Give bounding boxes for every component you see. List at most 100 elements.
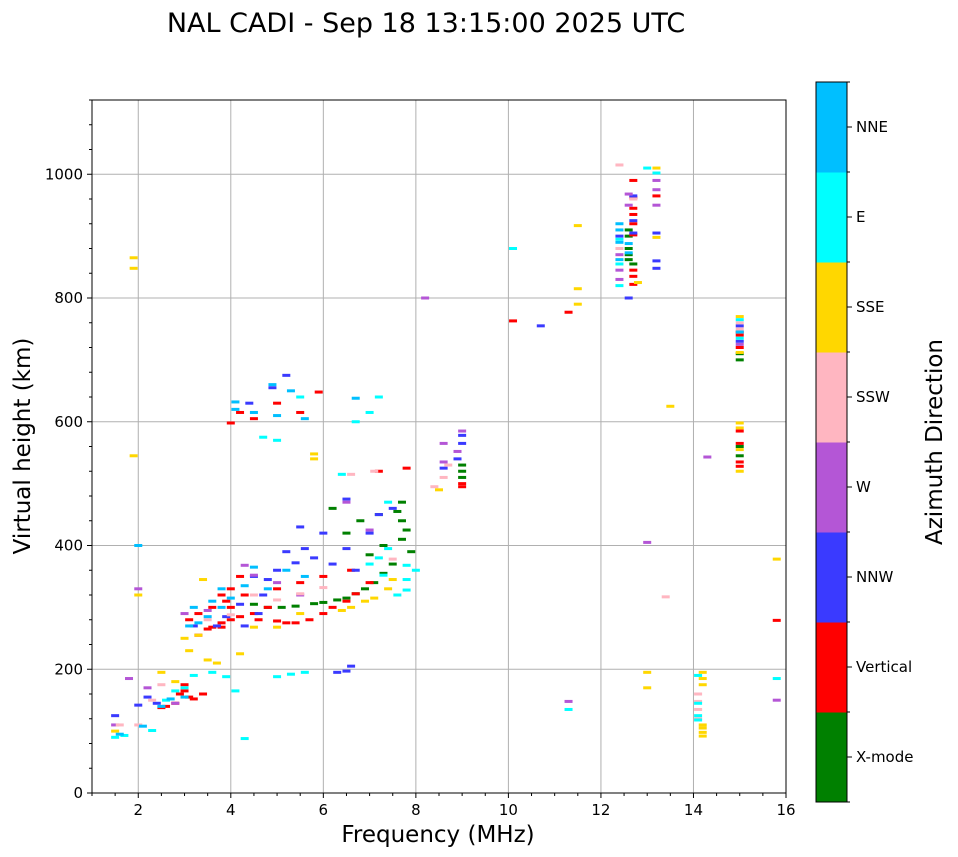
data-point-x-mode — [397, 537, 406, 541]
colorbar-swatch-nnw — [816, 532, 847, 623]
x-tick-label: 12 — [591, 801, 610, 819]
data-point-w — [615, 268, 624, 272]
data-point-sse — [735, 426, 744, 430]
data-point-vertical — [217, 625, 226, 629]
y-tick-label: 200 — [54, 660, 83, 678]
colorbar-tick-label: X-mode — [856, 748, 913, 766]
data-point-ssw — [134, 723, 143, 727]
data-point-ssw — [444, 463, 453, 467]
data-point-nnw — [629, 231, 638, 235]
data-point-nnw — [268, 386, 277, 390]
data-point-nne — [166, 697, 175, 701]
data-point-e — [772, 677, 781, 681]
data-point-nnw — [351, 568, 360, 572]
data-point-x-mode — [402, 528, 411, 532]
data-point-vertical — [629, 268, 638, 272]
data-point-sse — [698, 670, 707, 674]
data-point-nnw — [254, 612, 263, 616]
data-point-vertical — [319, 574, 328, 578]
data-point-vertical — [629, 233, 638, 237]
data-point-x-mode — [249, 602, 258, 606]
y-axis-ticks: 0 200 400 600 800 1000 — [45, 99, 92, 802]
data-point-ssw — [370, 469, 379, 473]
data-point-nnw — [282, 550, 291, 554]
data-point-w — [249, 573, 258, 577]
colorbar-swatch-w — [816, 442, 847, 533]
x-tick-label: 8 — [411, 801, 421, 819]
colorbar-swatch-e — [816, 172, 847, 263]
data-point-vertical — [249, 612, 258, 616]
data-point-vertical — [208, 605, 217, 609]
data-point-ssw — [615, 163, 624, 167]
data-point-vertical — [236, 615, 245, 619]
data-point-vertical — [236, 410, 245, 414]
data-points — [111, 163, 781, 741]
data-point-ssw — [430, 485, 439, 489]
data-point-nne — [286, 389, 295, 393]
data-point-e — [379, 573, 388, 577]
data-point-nnw — [328, 562, 337, 566]
data-point-x-mode — [407, 550, 416, 554]
colorbar-swatch-sse — [816, 262, 847, 353]
data-point-nnw — [245, 401, 254, 405]
data-point-vertical — [629, 206, 638, 210]
y-tick-label: 0 — [73, 784, 83, 802]
data-point-nne — [189, 605, 198, 609]
data-point-sse — [212, 661, 221, 665]
data-point-w — [180, 612, 189, 616]
data-point-ssw — [148, 698, 157, 702]
data-point-x-mode — [388, 562, 397, 566]
data-point-w — [171, 701, 180, 705]
data-point-x-mode — [735, 358, 744, 362]
data-point-w — [624, 192, 633, 196]
data-point-vertical — [263, 605, 272, 609]
data-point-x-mode — [360, 587, 369, 591]
data-point-w — [624, 203, 633, 207]
data-point-nne — [615, 222, 624, 226]
data-point-nnw — [189, 624, 198, 628]
data-point-nnw — [236, 602, 245, 606]
data-point-x-mode — [458, 469, 467, 473]
data-point-sse — [698, 730, 707, 734]
data-point-vertical — [296, 581, 305, 585]
data-point-sse — [573, 287, 582, 291]
x-tick-label: 10 — [499, 801, 518, 819]
data-point-nnw — [652, 231, 661, 235]
data-point-ssw — [157, 683, 166, 687]
data-point-w — [772, 698, 781, 702]
x-tick-label: 2 — [133, 801, 143, 819]
data-point-nne — [249, 565, 258, 569]
data-point-x-mode — [393, 509, 402, 513]
data-point-sse — [129, 454, 138, 458]
data-point-vertical — [236, 574, 245, 578]
data-point-vertical — [509, 319, 518, 323]
data-point-sse — [698, 726, 707, 730]
data-point-x-mode — [319, 600, 328, 604]
data-point-nne — [615, 240, 624, 244]
data-point-sse — [633, 281, 642, 285]
data-point-vertical — [217, 621, 226, 625]
data-point-e — [384, 500, 393, 504]
data-point-sse — [735, 315, 744, 319]
plot-area: 2 4 6 8 10 12 14 16 0 200 400 600 800 1000 — [45, 99, 796, 819]
data-point-vertical — [347, 568, 356, 572]
data-point-nne — [268, 383, 277, 387]
data-point-e — [120, 733, 129, 737]
data-point-sse — [236, 652, 245, 656]
y-tick-label: 1000 — [45, 165, 83, 183]
data-point-ssw — [694, 707, 703, 711]
data-point-w — [615, 253, 624, 257]
colorbar-swatch-x-mode — [816, 712, 847, 803]
data-point-vertical — [226, 421, 235, 425]
data-point-x-mode — [458, 475, 467, 479]
data-point-nnw — [273, 568, 282, 572]
data-point-nne — [231, 407, 240, 411]
data-point-e — [162, 698, 171, 702]
colorbar-tick-label: NNE — [856, 118, 888, 136]
data-point-x-mode — [291, 604, 300, 608]
data-point-sse — [370, 596, 379, 600]
data-point-w — [439, 441, 448, 445]
data-point-vertical — [629, 282, 638, 286]
data-point-vertical — [194, 612, 203, 616]
data-point-sse — [129, 266, 138, 270]
